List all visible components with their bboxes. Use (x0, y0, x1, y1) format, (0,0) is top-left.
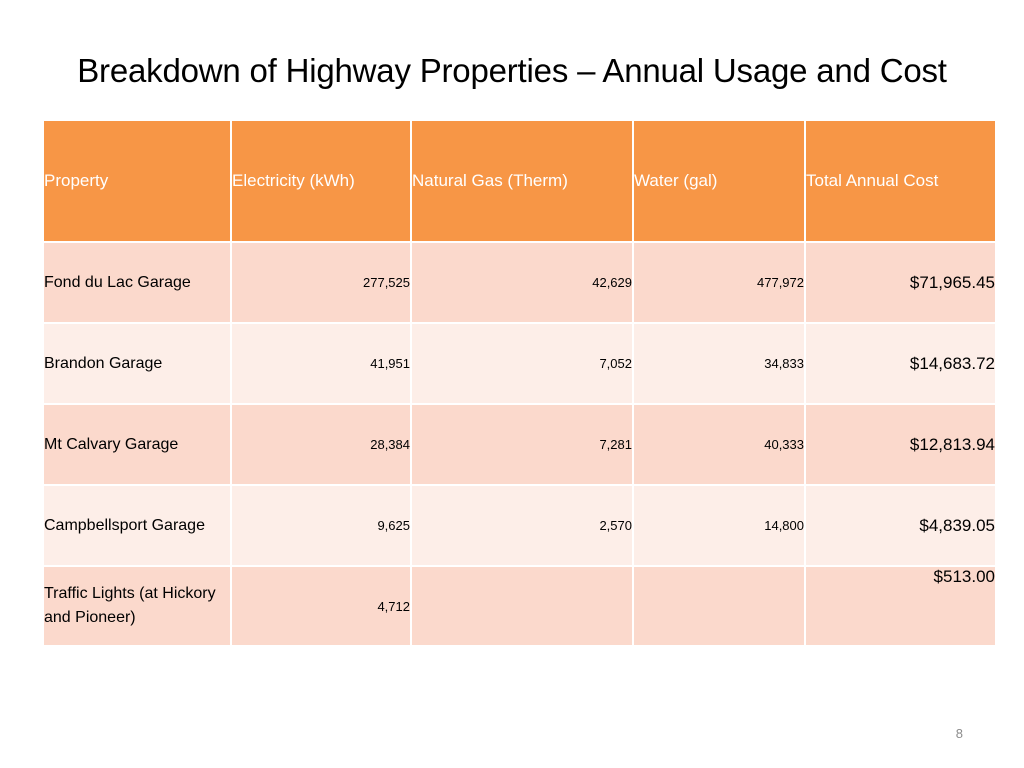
cell-water (632, 565, 806, 647)
cell-total-cost: $513.00 (804, 565, 997, 647)
cell-electricity: 4,712 (230, 565, 412, 647)
table-header-row: Property Electricity (kWh) Natural Gas (… (42, 119, 997, 243)
cell-property: Campbellsport Garage (42, 484, 232, 567)
header-natural-gas: Natural Gas (Therm) (410, 119, 634, 243)
cell-property: Fond du Lac Garage (42, 241, 232, 324)
cell-total-cost: $71,965.45 (804, 241, 997, 324)
table-row: Brandon Garage 41,951 7,052 34,833 $14,6… (42, 322, 997, 405)
slide-title: Breakdown of Highway Properties – Annual… (77, 52, 947, 89)
cell-gas: 7,052 (410, 322, 634, 405)
header-property: Property (42, 119, 232, 243)
header-total-cost: Total Annual Cost (804, 119, 997, 243)
header-electricity: Electricity (kWh) (230, 119, 412, 243)
table-row: Fond du Lac Garage 277,525 42,629 477,97… (42, 241, 997, 324)
cell-electricity: 9,625 (230, 484, 412, 567)
cell-water: 34,833 (632, 322, 806, 405)
cell-total-cost: $4,839.05 (804, 484, 997, 567)
page-number: 8 (955, 726, 963, 741)
cell-water: 40,333 (632, 403, 806, 486)
cell-property: Traffic Lights (at Hickory and Pioneer) (42, 565, 232, 647)
cell-property: Mt Calvary Garage (42, 403, 232, 486)
cell-water: 14,800 (632, 484, 806, 567)
header-water: Water (gal) (632, 119, 806, 243)
cell-property: Brandon Garage (42, 322, 232, 405)
table-row: Traffic Lights (at Hickory and Pioneer) … (42, 565, 997, 647)
cell-electricity: 277,525 (230, 241, 412, 324)
table-row: Campbellsport Garage 9,625 2,570 14,800 … (42, 484, 997, 567)
cell-total-cost: $12,813.94 (804, 403, 997, 486)
cell-water: 477,972 (632, 241, 806, 324)
cell-gas: 7,281 (410, 403, 634, 486)
table-row: Mt Calvary Garage 28,384 7,281 40,333 $1… (42, 403, 997, 486)
usage-cost-table: Property Electricity (kWh) Natural Gas (… (42, 119, 997, 647)
cell-electricity: 28,384 (230, 403, 412, 486)
cell-total-cost: $14,683.72 (804, 322, 997, 405)
cell-gas: 2,570 (410, 484, 634, 567)
cell-electricity: 41,951 (230, 322, 412, 405)
cell-gas (410, 565, 634, 647)
cell-gas: 42,629 (410, 241, 634, 324)
